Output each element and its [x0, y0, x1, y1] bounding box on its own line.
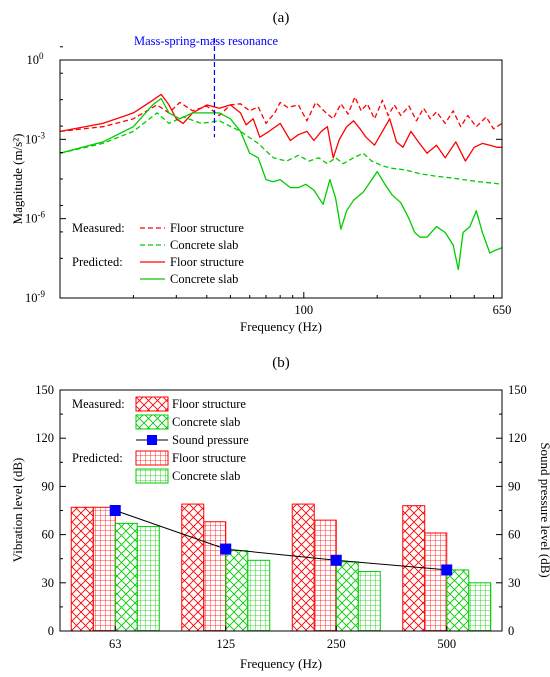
bar-predicted-floor — [424, 532, 448, 632]
panel-a-series-group — [60, 93, 502, 271]
legend-b-swatch-sound-pressure-marker — [147, 435, 157, 445]
resonance-annotation: Mass-spring-mass resonance — [134, 34, 279, 48]
bar-measured-slab — [446, 569, 470, 632]
legend-a-label-predicted-floor: Floor structure — [170, 255, 244, 269]
y-tick-label-b: 90 — [42, 479, 55, 493]
x-tick-label-a: 650 — [493, 303, 512, 317]
bar-measured-slab — [335, 561, 359, 632]
sound-pressure-marker — [441, 564, 453, 576]
legend-b-swatch-measured-slab — [135, 414, 169, 430]
legend-a-label-measured-floor: Floor structure — [170, 221, 244, 235]
bar-measured-floor — [70, 506, 94, 632]
bar-measured-floor — [291, 503, 315, 632]
panel-b-label: (b) — [272, 355, 290, 371]
sound-pressure-line — [115, 510, 447, 571]
y-axis-label-b: Vibration level (dB) — [10, 458, 25, 563]
legend-b-label-predicted-floor: Floor structure — [172, 451, 246, 465]
legend-b-label-measured-slab: Concrete slab — [172, 415, 240, 429]
legend-a-group-predicted: Predicted: — [72, 255, 123, 269]
legend-b-swatch-measured-floor — [135, 396, 169, 412]
chart-panel-a: (a) Mass-spring-mass resonance 10-910-61… — [10, 10, 511, 334]
bar-predicted-slab — [136, 526, 160, 632]
legend-b-group-predicted: Predicted: — [72, 451, 123, 465]
y2-tick-label-b: 90 — [508, 479, 521, 493]
y-tick-label-a: 100 — [27, 51, 45, 67]
legend-b-label-measured-floor: Floor structure — [172, 397, 246, 411]
x-tick-label-b: 63 — [109, 637, 122, 651]
bar-predicted-floor — [313, 519, 337, 632]
legend-b-swatch-predicted-floor — [135, 450, 169, 466]
legend-a-group-measured: Measured: — [72, 221, 125, 235]
series-line-predicted-slab — [60, 97, 502, 271]
chart-panel-b: (b) 0 0 30 30 60 60 90 90 120 120 150 150 63 125 250 50… — [10, 355, 550, 671]
legend-b-label-predicted-slab: Concrete slab — [172, 469, 240, 483]
y-tick-label-b: 120 — [35, 431, 54, 445]
series-line-predicted-floor — [60, 93, 502, 162]
bar-predicted-slab — [247, 559, 271, 632]
y2-tick-label-b: 30 — [508, 576, 521, 590]
legend-b-label-sound-pressure: Sound pressure — [172, 433, 249, 447]
sound-pressure-marker — [220, 543, 232, 555]
y-tick-label-a: 10-3 — [25, 130, 45, 146]
y-axis-label-a: Magnitude (m/s²) — [10, 134, 25, 225]
panel-a-axes: 10-9 10-6 10-3 100 100 650 — [25, 46, 512, 317]
panel-a-label: (a) — [273, 10, 290, 26]
y2-tick-label-b: 60 — [508, 528, 521, 542]
bar-measured-floor — [402, 505, 426, 632]
bar-measured-slab — [114, 522, 138, 632]
legend-b-group-measured: Measured: — [72, 397, 125, 411]
y-tick-label-a: 10-9 — [25, 289, 45, 305]
x-axis-label-b: Frequency (Hz) — [240, 656, 322, 671]
y2-tick-label-b: 0 — [508, 624, 514, 638]
x-tick-label-b: 125 — [216, 637, 235, 651]
plot-frame-a — [59, 59, 503, 299]
legend-b: Measured: Floor structure Concrete slab … — [72, 396, 249, 484]
sound-pressure-marker — [109, 505, 121, 516]
legend-b-swatch-predicted-slab — [135, 468, 169, 484]
y2-tick-label-b: 150 — [508, 383, 527, 397]
legend-a-label-measured-slab: Concrete slab — [170, 238, 238, 252]
panel-b-bars-group — [70, 503, 492, 632]
bar-measured-slab — [225, 550, 249, 632]
x-tick-label-b: 500 — [437, 637, 456, 651]
bar-predicted-floor — [203, 521, 227, 632]
y-tick-label-a: 10-6 — [25, 210, 45, 226]
y-tick-label-b: 30 — [42, 576, 55, 590]
legend-a-label-predicted-slab: Concrete slab — [170, 272, 238, 286]
sound-pressure-marker — [330, 554, 342, 566]
bar-predicted-slab — [468, 582, 492, 632]
x-tick-label-b: 250 — [327, 637, 346, 651]
y-tick-label-b: 150 — [35, 383, 54, 397]
y-tick-label-b: 60 — [42, 528, 55, 542]
bar-predicted-slab — [357, 571, 381, 632]
series-line-measured-floor — [60, 96, 502, 133]
y2-axis-label-b: Sound pressure level (dB) — [538, 442, 550, 577]
bar-measured-floor — [181, 503, 205, 632]
y-tick-label-b: 0 — [48, 624, 54, 638]
x-axis-label-a: Frequency (Hz) — [240, 319, 322, 334]
bar-predicted-floor — [92, 506, 116, 632]
panel-b-axes: 0 0 30 30 60 60 90 90 120 120 150 150 63 125 250 500 — [35, 383, 527, 651]
y2-tick-label-b: 120 — [508, 431, 527, 445]
x-tick-label-a: 100 — [294, 303, 313, 317]
legend-a: Measured: Floor structure Concrete slab … — [72, 221, 244, 286]
panel-b-sound-pressure-group — [109, 505, 453, 576]
